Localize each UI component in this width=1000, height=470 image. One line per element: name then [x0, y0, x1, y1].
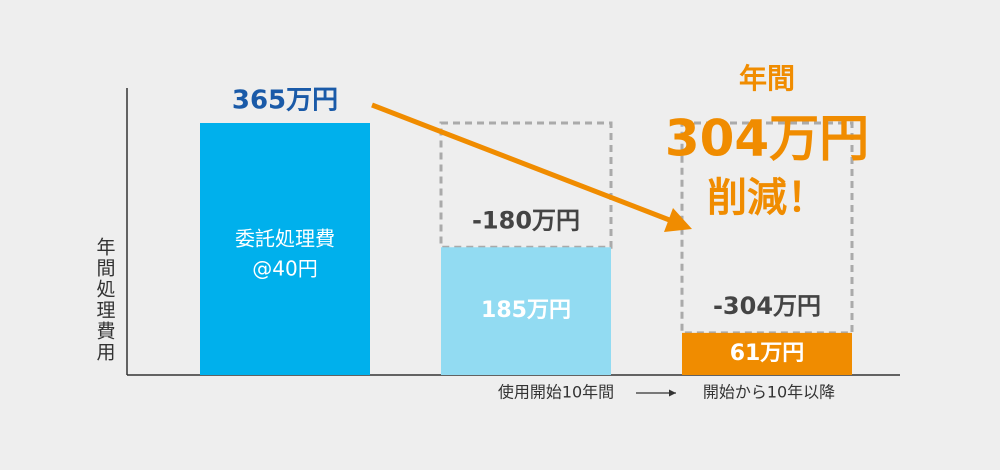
- x-tick-label: 使用開始10年間: [498, 383, 614, 402]
- reduction-label: -180万円: [472, 206, 580, 234]
- period-arrow-head: [669, 389, 676, 397]
- value-label: 365万円: [232, 86, 338, 116]
- trend-arrow: [371, 102, 673, 224]
- x-tick-label: 開始から10年以降: [703, 383, 835, 402]
- annotation: 304万円: [665, 110, 869, 168]
- value-label: 185万円: [481, 298, 571, 323]
- value-label: 61万円: [730, 341, 805, 366]
- reduction-label: -304万円: [713, 292, 821, 320]
- bar-note: 委託処理費: [235, 227, 335, 251]
- bar: [200, 123, 370, 375]
- reduction-box: [439, 121, 613, 249]
- bar: [441, 247, 611, 375]
- annotation: 年間: [739, 62, 795, 95]
- y-axis-title: 年間処理費用: [94, 237, 116, 363]
- bar: [682, 332, 852, 375]
- trend-arrow-head: [664, 208, 692, 232]
- bar-note: @40円: [252, 257, 317, 281]
- annotation: 削減！: [707, 175, 827, 221]
